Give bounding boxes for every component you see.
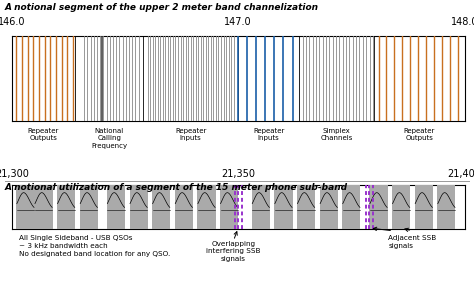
Bar bbox=[17, 185, 35, 229]
Text: Repeater
Inputs: Repeater Inputs bbox=[175, 128, 206, 141]
Bar bbox=[57, 185, 75, 229]
Bar bbox=[252, 185, 270, 229]
Text: 21,400: 21,400 bbox=[447, 169, 474, 179]
Bar bbox=[175, 185, 193, 229]
Text: Overlapping
interfering SSB
signals: Overlapping interfering SSB signals bbox=[206, 241, 261, 262]
Text: 147.0: 147.0 bbox=[224, 17, 252, 27]
Text: Adjacent SSB
signals: Adjacent SSB signals bbox=[388, 235, 437, 249]
Bar bbox=[319, 185, 338, 229]
Text: All Single Sideband - USB QSOs
~ 3 kHz bandwidth each
No designated band locatio: All Single Sideband - USB QSOs ~ 3 kHz b… bbox=[19, 235, 170, 257]
Text: A notional utilization of a segment of the 15 meter phone sub-band: A notional utilization of a segment of t… bbox=[5, 183, 348, 192]
Bar bbox=[274, 185, 292, 229]
Text: Simplex
Channels: Simplex Channels bbox=[320, 128, 353, 141]
Bar bbox=[415, 185, 433, 229]
Bar bbox=[297, 185, 315, 229]
Text: 146.0: 146.0 bbox=[0, 17, 26, 27]
Text: Repeater
Inputs: Repeater Inputs bbox=[253, 128, 284, 141]
Text: National
Calling
Frequency: National Calling Frequency bbox=[91, 128, 127, 149]
Bar bbox=[369, 185, 388, 229]
Bar bbox=[438, 185, 456, 229]
Bar bbox=[342, 185, 360, 229]
Text: 21,350: 21,350 bbox=[221, 169, 255, 179]
Bar bbox=[152, 185, 170, 229]
Bar bbox=[392, 185, 410, 229]
Bar bbox=[198, 185, 216, 229]
Bar bbox=[35, 185, 53, 229]
Text: Repeater
Outputs: Repeater Outputs bbox=[28, 128, 59, 141]
Text: Repeater
Outputs: Repeater Outputs bbox=[403, 128, 435, 141]
Text: 21,300: 21,300 bbox=[0, 169, 29, 179]
Bar bbox=[220, 185, 238, 229]
Bar bbox=[107, 185, 125, 229]
Text: A notional segment of the upper 2 meter band channelization: A notional segment of the upper 2 meter … bbox=[5, 3, 319, 12]
Text: 148.0: 148.0 bbox=[451, 17, 474, 27]
Bar bbox=[80, 185, 98, 229]
Bar bbox=[129, 185, 148, 229]
